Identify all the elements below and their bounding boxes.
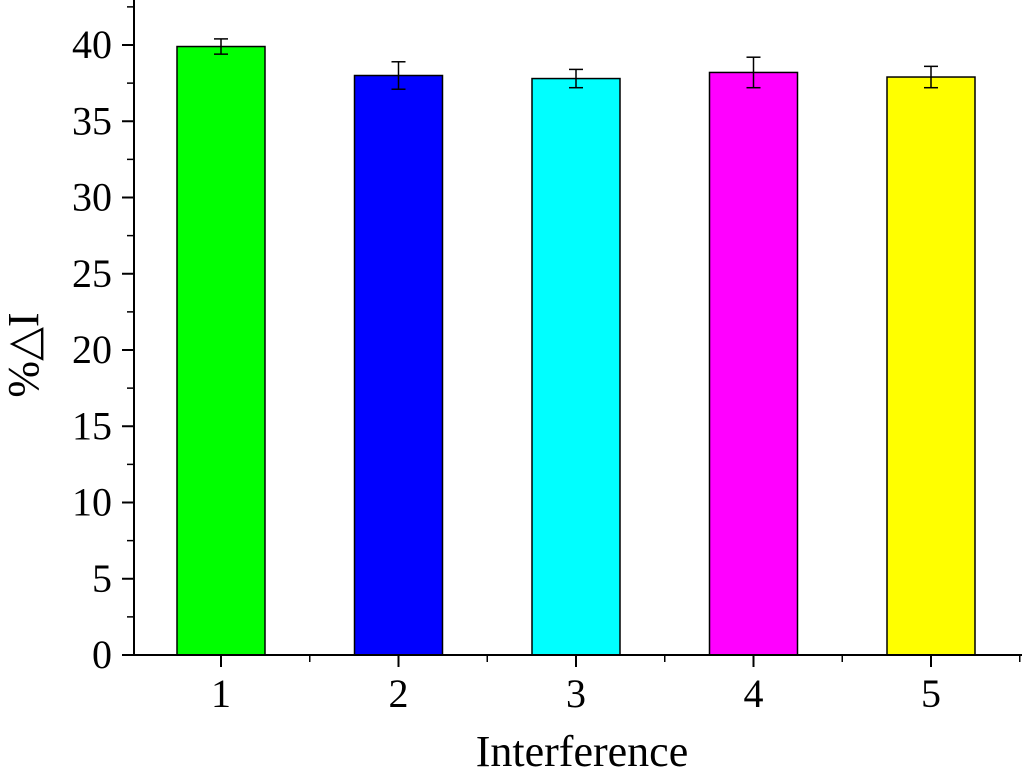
- y-tick-label: 25: [72, 251, 112, 296]
- error-bar-5: [924, 65, 938, 89]
- bar-1: [176, 45, 266, 656]
- x-tick-label: 4: [744, 671, 764, 716]
- x-axis-ticks: 1 2 3 4 5: [211, 655, 1021, 716]
- error-bar-3: [569, 68, 583, 89]
- x-tick-label: 2: [389, 671, 409, 716]
- y-tick-label: 30: [72, 175, 112, 220]
- error-bar-2: [391, 61, 406, 90]
- y-tick-label: 0: [92, 632, 112, 677]
- error-bar-4: [746, 56, 761, 89]
- x-tick-label: 3: [566, 671, 586, 716]
- bars-group: [176, 45, 976, 656]
- x-tick-label: 1: [211, 671, 231, 716]
- error-bar-1: [214, 38, 228, 55]
- y-tick-label: 40: [72, 22, 112, 67]
- y-tick-label: 5: [92, 556, 112, 601]
- y-tick-label: 10: [72, 480, 112, 525]
- error-bars-group: [214, 38, 938, 90]
- y-tick-label: 35: [72, 98, 112, 143]
- y-axis-title: %△I: [0, 312, 48, 397]
- bar-4: [708, 71, 799, 656]
- x-tick-label: 5: [921, 671, 941, 716]
- y-tick-label: 15: [72, 403, 112, 448]
- bar-5: [886, 76, 976, 656]
- y-axis-ticks: 0 5 10 15 20 25 30 35 40: [72, 6, 134, 677]
- x-axis-title: Interference: [476, 727, 688, 773]
- bar-2: [353, 74, 444, 656]
- bar-3: [531, 77, 621, 656]
- y-tick-label: 20: [72, 327, 112, 372]
